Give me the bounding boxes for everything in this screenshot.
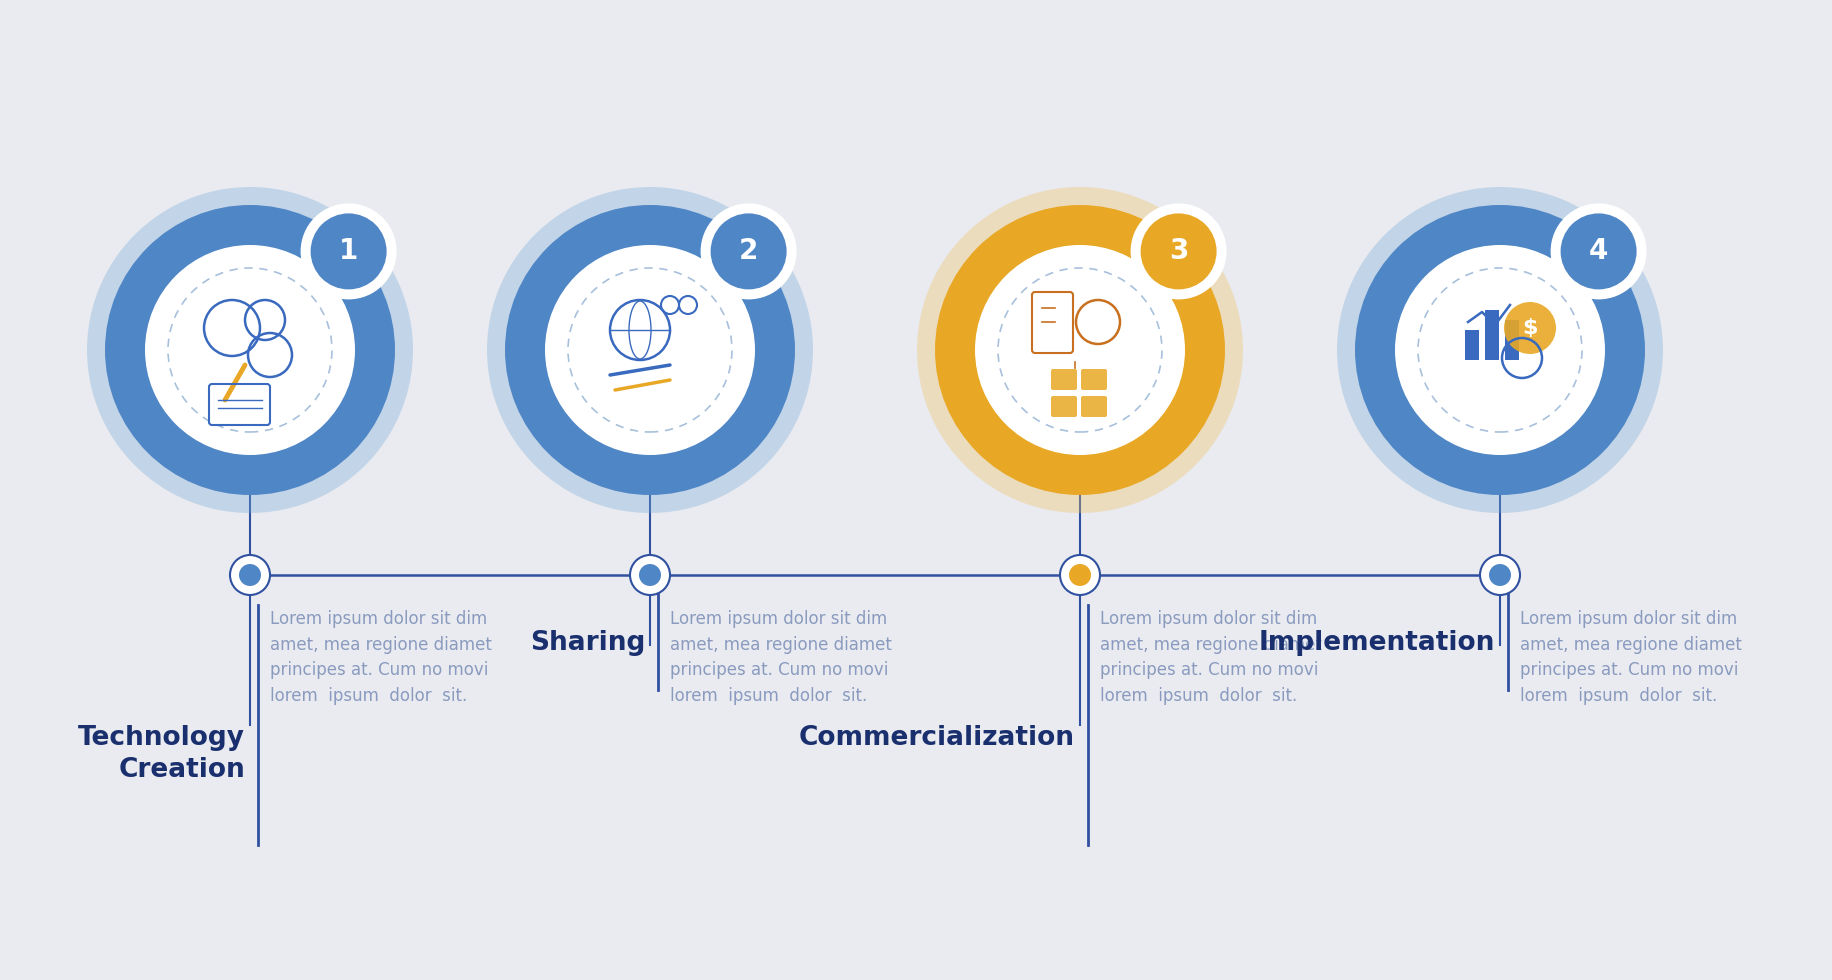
Circle shape [1504, 302, 1555, 354]
Circle shape [487, 187, 813, 513]
Text: Lorem ipsum dolor sit dim
amet, mea regione diamet
principes at. Cum no movi
lor: Lorem ipsum dolor sit dim amet, mea regi… [269, 610, 491, 705]
FancyBboxPatch shape [1081, 369, 1107, 390]
Text: Lorem ipsum dolor sit dim
amet, mea regione diamet
principes at. Cum no movi
lor: Lorem ipsum dolor sit dim amet, mea regi… [671, 610, 892, 705]
Circle shape [1141, 214, 1216, 289]
Circle shape [639, 564, 661, 586]
Bar [1486, 310, 1499, 360]
Text: Commercialization: Commercialization [799, 725, 1075, 751]
Circle shape [145, 245, 355, 455]
Circle shape [1130, 204, 1227, 300]
Text: 1: 1 [339, 237, 359, 266]
Circle shape [1550, 204, 1647, 300]
Text: 2: 2 [738, 237, 758, 266]
FancyBboxPatch shape [1052, 369, 1077, 390]
Circle shape [1061, 555, 1099, 595]
Circle shape [1394, 245, 1605, 455]
FancyBboxPatch shape [1052, 396, 1077, 417]
Circle shape [506, 205, 795, 495]
Circle shape [231, 555, 269, 595]
Circle shape [934, 205, 1226, 495]
Circle shape [975, 245, 1185, 455]
Text: Implementation: Implementation [1259, 630, 1495, 656]
Circle shape [711, 214, 786, 289]
Circle shape [1480, 555, 1521, 595]
Text: Sharing: Sharing [529, 630, 645, 656]
Circle shape [700, 204, 797, 300]
Text: $: $ [1522, 318, 1537, 338]
Text: Lorem ipsum dolor sit dim
amet, mea regione diamet
principes at. Cum no movi
lor: Lorem ipsum dolor sit dim amet, mea regi… [1099, 610, 1323, 705]
Circle shape [238, 564, 260, 586]
Text: Technology
Creation: Technology Creation [79, 725, 245, 783]
Bar [1466, 330, 1478, 360]
Circle shape [1337, 187, 1663, 513]
Circle shape [1070, 564, 1092, 586]
FancyBboxPatch shape [1081, 396, 1107, 417]
Circle shape [630, 555, 671, 595]
Circle shape [1489, 564, 1511, 586]
Bar [1506, 320, 1519, 360]
Circle shape [918, 187, 1242, 513]
Circle shape [311, 214, 387, 289]
Circle shape [300, 204, 396, 300]
Circle shape [104, 205, 396, 495]
Text: 3: 3 [1169, 237, 1189, 266]
Circle shape [86, 187, 412, 513]
Circle shape [1356, 205, 1645, 495]
Circle shape [544, 245, 755, 455]
Text: Lorem ipsum dolor sit dim
amet, mea regione diamet
principes at. Cum no movi
lor: Lorem ipsum dolor sit dim amet, mea regi… [1521, 610, 1742, 705]
Circle shape [1561, 214, 1636, 289]
Text: 4: 4 [1588, 237, 1608, 266]
